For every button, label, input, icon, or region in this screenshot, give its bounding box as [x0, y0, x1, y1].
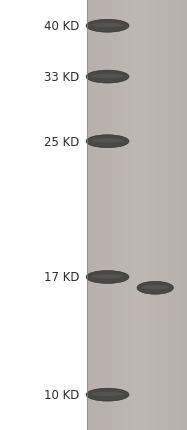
Ellipse shape [91, 139, 124, 144]
Ellipse shape [86, 135, 129, 148]
Ellipse shape [86, 71, 129, 84]
Text: 40 KD: 40 KD [44, 20, 79, 33]
Ellipse shape [86, 388, 129, 401]
Text: 10 KD: 10 KD [44, 388, 79, 401]
Ellipse shape [142, 285, 169, 290]
Ellipse shape [91, 74, 124, 79]
Ellipse shape [91, 24, 124, 28]
Text: 25 KD: 25 KD [44, 135, 79, 148]
Ellipse shape [91, 392, 124, 396]
Text: 33 KD: 33 KD [44, 71, 79, 84]
Ellipse shape [86, 271, 129, 284]
Ellipse shape [86, 20, 129, 33]
Text: 17 KD: 17 KD [44, 271, 79, 284]
Ellipse shape [137, 282, 173, 295]
Bar [87, 0, 187, 430]
Ellipse shape [91, 274, 124, 279]
